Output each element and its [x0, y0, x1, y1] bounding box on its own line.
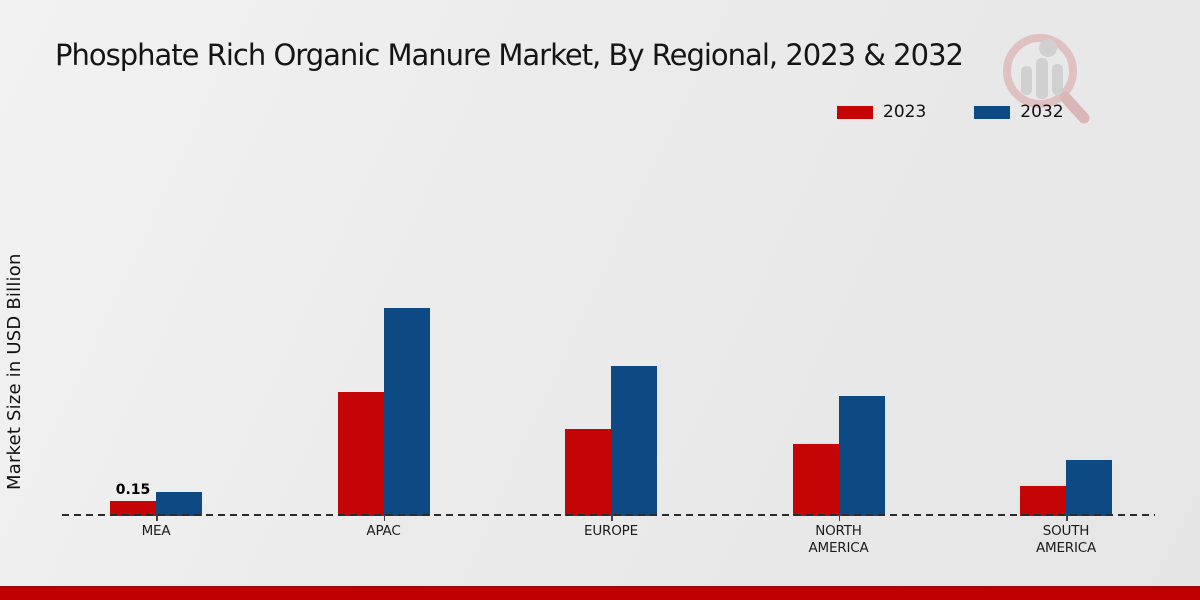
- bar-2032-apac: [383, 308, 430, 516]
- chart-title: Phosphate Rich Organic Manure Market, By…: [55, 38, 964, 72]
- legend-item-2023: 2023: [837, 102, 926, 122]
- legend-label-2032: 2032: [1020, 102, 1064, 122]
- bar-2023-apac: [337, 392, 384, 516]
- magnifier-bar-chart-logo-watermark: [1003, 34, 1090, 124]
- x-axis-tick: [611, 516, 613, 521]
- legend-swatch-2023: [837, 105, 873, 119]
- bar-2023-north-america: [792, 444, 839, 516]
- legend: 2023 2032: [837, 102, 1064, 122]
- footer-bar: [0, 586, 1200, 600]
- category-label-south-america: SOUTH AMERICA: [1035, 523, 1097, 556]
- x-axis-tick: [156, 516, 158, 521]
- legend-item-2032: 2032: [974, 102, 1064, 122]
- category-label-europe: EUROPE: [584, 523, 638, 539]
- category-label-apac: APAC: [366, 523, 401, 539]
- value-label: 0.15: [115, 482, 151, 498]
- x-axis-tick: [1066, 516, 1068, 521]
- bar-2023-europe: [565, 429, 611, 516]
- x-axis-tick: [838, 516, 840, 521]
- bar-2032-south-america: [1066, 460, 1112, 516]
- bar-2032-north-america: [838, 396, 885, 516]
- bar-2023-mea: [110, 501, 156, 516]
- bar-2032-europe: [611, 366, 657, 516]
- bar-2032-mea: [156, 492, 202, 516]
- x-axis-baseline: [62, 514, 1155, 516]
- legend-swatch-2032: [974, 105, 1011, 119]
- category-label-north-america: NORTH AMERICA: [808, 523, 869, 556]
- legend-label-2023: 2023: [883, 102, 927, 122]
- x-axis-tick: [383, 516, 385, 521]
- bar-2023-south-america: [1020, 486, 1066, 516]
- category-label-mea: MEA: [141, 523, 171, 539]
